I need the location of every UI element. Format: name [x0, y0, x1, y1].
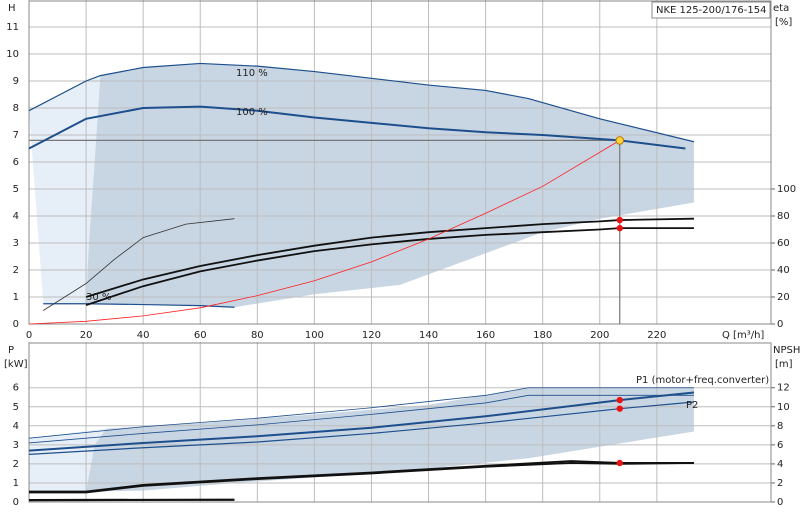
y2-tick-label: 10	[777, 402, 790, 413]
x-tick-label: 80	[251, 330, 264, 341]
x-tick-label: 20	[80, 330, 93, 341]
curve-label: 100 %	[236, 107, 268, 118]
y-tick-label: 0	[13, 319, 19, 330]
y2-tick-label: 6	[777, 440, 783, 451]
x-tick-label: 60	[194, 330, 207, 341]
y-tick-label: 2	[13, 265, 19, 276]
y2-tick-label: 20	[777, 292, 790, 303]
y-tick-label: 2	[13, 459, 19, 470]
y2-tick-label: 60	[777, 238, 790, 249]
curve	[29, 460, 694, 493]
y2-axis-label: eta	[773, 3, 789, 14]
x-axis-label: Q [m³/h]	[722, 330, 764, 341]
y2-tick-label: 4	[777, 459, 783, 470]
envelope	[86, 63, 694, 308]
operating-point	[616, 396, 623, 404]
y2-axis-label: NPSH	[773, 345, 800, 356]
x-tick-label: 120	[362, 330, 381, 341]
curve	[85, 227, 694, 306]
curve	[28, 394, 694, 444]
y-tick-label: 8	[13, 103, 19, 114]
chart-title: NKE 125-200/176-154	[656, 5, 766, 16]
y-tick-label: 4	[13, 421, 19, 432]
y-tick-label: 9	[13, 76, 19, 87]
plot-frame	[28, 0, 772, 325]
curve	[28, 62, 695, 143]
y2-tick-label: 80	[777, 211, 790, 222]
y-tick-label: 6	[13, 383, 19, 394]
operating-point	[616, 216, 623, 224]
y2-axis-unit: [m]	[775, 359, 793, 370]
y2-tick-label: 0	[777, 497, 783, 508]
light-region	[29, 75, 101, 304]
y-tick-label: 6	[13, 157, 19, 168]
x-tick-label: 40	[137, 330, 150, 341]
x-tick-label: 200	[590, 330, 609, 341]
curve-label: 110 %	[236, 68, 268, 79]
curve	[28, 387, 694, 439]
duty-point	[615, 136, 625, 145]
y2-tick-label: 2	[777, 478, 783, 489]
y-tick-label: 10	[6, 49, 19, 60]
curve	[29, 462, 694, 494]
envelope	[86, 387, 694, 492]
x-tick-label: 100	[305, 330, 324, 341]
y-tick-label: 3	[13, 238, 19, 249]
x-tick-label: 180	[533, 330, 552, 341]
y-tick-label: 5	[13, 402, 19, 413]
x-tick-label: 140	[419, 330, 438, 341]
y-tick-label: 4	[13, 211, 19, 222]
curve	[85, 217, 694, 298]
curve-label: P2	[686, 400, 698, 411]
y-tick-label: 3	[13, 440, 19, 451]
operating-point	[616, 405, 623, 412]
y-tick-label: 5	[13, 184, 19, 195]
y-tick-label: 1	[13, 292, 19, 303]
curve	[43, 218, 235, 311]
title-box	[651, 1, 771, 19]
curve	[28, 105, 686, 150]
y-axis-unit: [kW]	[4, 359, 28, 370]
operating-point	[616, 224, 623, 232]
y2-tick-label: 8	[777, 421, 783, 432]
y-tick-label: 11	[6, 22, 19, 33]
y-tick-label: 1	[13, 478, 19, 489]
x-tick-label: 220	[647, 330, 666, 341]
curve	[28, 140, 620, 325]
x-tick-label: 160	[476, 330, 495, 341]
y2-tick-label: 0	[777, 319, 783, 330]
y2-tick-label: 12	[777, 383, 790, 394]
curve	[43, 303, 235, 308]
y-axis-label: H	[8, 3, 16, 14]
curve-label: 30 %	[86, 292, 111, 303]
x-tick-label: 0	[26, 330, 32, 341]
curve-label: P1 (motor+freq.converter)	[636, 375, 769, 386]
y-axis-label: P	[8, 345, 14, 356]
y-tick-label: 7	[13, 130, 19, 141]
y2-tick-label: 40	[777, 265, 790, 276]
y-tick-label: 0	[13, 497, 19, 508]
operating-point	[616, 459, 623, 467]
y2-axis-unit: [%]	[775, 17, 792, 28]
plot-frame	[28, 342, 772, 503]
y2-tick-label: 100	[777, 184, 796, 195]
